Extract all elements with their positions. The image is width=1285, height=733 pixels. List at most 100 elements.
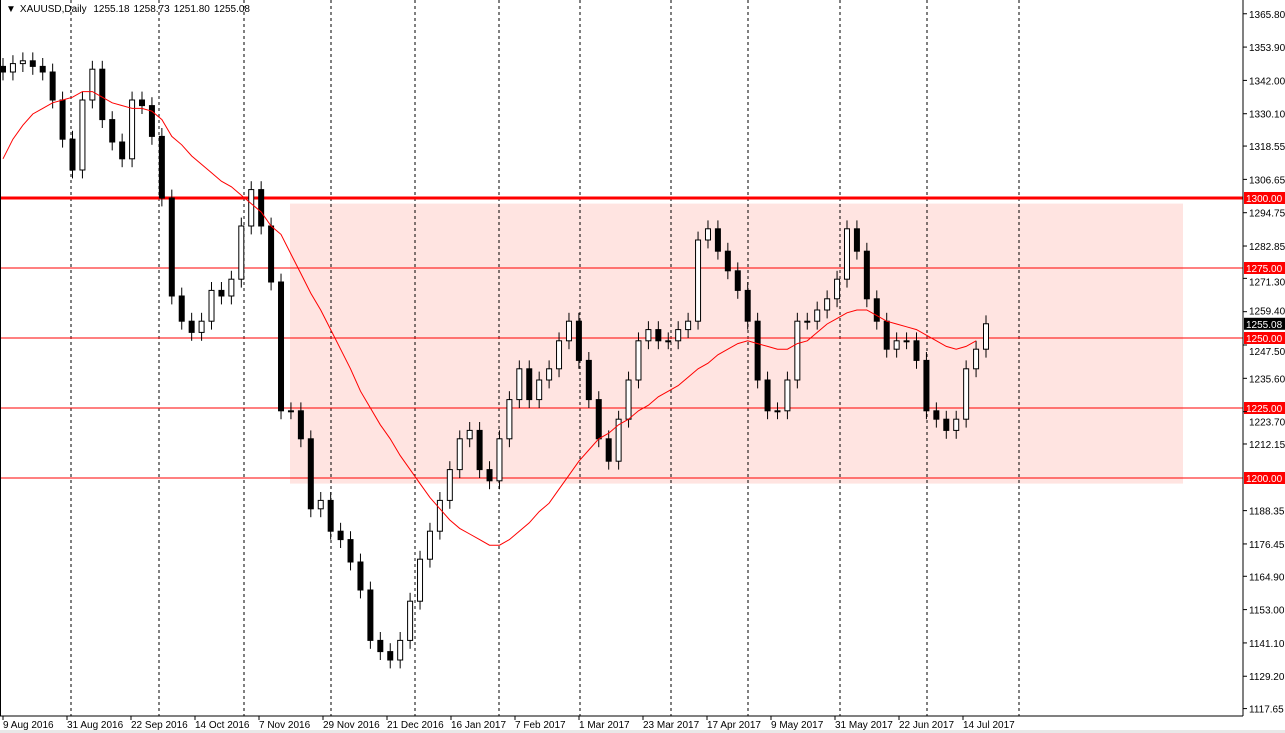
candle-body [377, 639, 384, 653]
candle-body [695, 239, 702, 322]
candle-body [278, 281, 285, 412]
candle-body [565, 320, 572, 342]
candle-body [963, 368, 970, 420]
y-tick-label: 1353.90 [1249, 43, 1285, 54]
level-price-label: 1300.00 [1246, 194, 1283, 205]
candle-body [307, 438, 314, 510]
y-tick-label: 1141.10 [1249, 639, 1285, 650]
candle-body [109, 119, 116, 143]
candle-body [496, 438, 503, 482]
candle-body [258, 189, 265, 227]
candle-body [357, 561, 364, 591]
candle-body [129, 99, 136, 160]
bottom-border [0, 730, 1285, 733]
x-tick-label: 14 Jul 2017 [963, 720, 1015, 731]
candle-body [814, 309, 821, 322]
candle-body [39, 65, 46, 73]
candle-body [923, 359, 930, 412]
candle-body [436, 499, 443, 532]
x-tick-label: 17 Apr 2017 [707, 720, 761, 731]
candle-body [526, 368, 533, 401]
level-price-label: 1275.00 [1246, 264, 1283, 275]
range-zone [290, 203, 1183, 484]
candle-body [29, 60, 36, 67]
y-tick-label: 1306.65 [1249, 175, 1285, 186]
candle-body [853, 228, 860, 252]
x-tick-label: 23 Mar 2017 [643, 720, 700, 731]
y-tick-label: 1153.00 [1249, 606, 1285, 617]
candle-body [635, 340, 642, 381]
candle-body [605, 438, 612, 462]
candle-body [347, 539, 354, 563]
candle-body [317, 499, 324, 510]
candle-body [446, 469, 453, 501]
candle-body [327, 499, 334, 532]
candle-body [69, 138, 76, 171]
y-tick-label: 1117.65 [1249, 705, 1284, 716]
level-price-tag [1244, 402, 1285, 414]
candle-body [973, 348, 980, 370]
candle-body [704, 228, 711, 241]
candle-body [784, 379, 791, 412]
y-tick-label: 1365.80 [1249, 10, 1285, 21]
candle-body [516, 368, 523, 401]
candle-body [99, 68, 106, 121]
x-tick-label: 22 Sep 2016 [131, 720, 188, 731]
chart-header: ▼ XAUUSD,Daily 1255.18 1258.73 1251.80 1255.… [6, 4, 254, 15]
candle-body [724, 250, 731, 272]
candle-body [198, 320, 205, 333]
candle-body [49, 71, 56, 101]
y-tick-label: 1282.85 [1249, 242, 1285, 253]
x-tick-label: 1 Mar 2017 [579, 720, 630, 731]
candle-body [218, 289, 225, 297]
candle-body [486, 469, 493, 482]
candle-body [19, 60, 26, 65]
candle-body [158, 135, 165, 199]
candle-body [556, 340, 563, 370]
candle-body [804, 320, 811, 323]
x-tick-label: 21 Dec 2016 [387, 720, 444, 731]
open-value: 1255.18 [93, 4, 130, 15]
candle-body [883, 320, 890, 350]
candle-body [714, 228, 721, 252]
candle-body [466, 429, 473, 440]
x-tick-label: 31 May 2017 [835, 720, 893, 731]
candle-body [546, 368, 553, 381]
candle-body [655, 329, 662, 342]
candle-body [178, 295, 185, 322]
y-tick-label: 1271.30 [1249, 277, 1285, 288]
candle-body [148, 105, 155, 137]
candle-body [585, 359, 592, 401]
moving-average-line [2, 91, 977, 546]
x-tick-label: 31 Aug 2016 [67, 720, 124, 731]
level-price-tag [1244, 262, 1285, 274]
candle-body [893, 340, 900, 350]
x-tick-label: 7 Feb 2017 [515, 720, 566, 731]
candle-body [764, 379, 771, 412]
close-value: 1255.08 [213, 4, 250, 15]
y-tick-label: 1176.45 [1249, 540, 1285, 551]
x-tick-label: 9 Aug 2016 [3, 720, 54, 731]
level-price-label: 1200.00 [1246, 474, 1283, 485]
candle-body [287, 410, 294, 413]
candle-body [625, 379, 632, 420]
candle-body [943, 418, 950, 431]
candle-body [675, 329, 682, 342]
candle-body [367, 589, 374, 641]
candle-body [9, 63, 16, 73]
triangle-down-icon[interactable]: ▼ [6, 4, 16, 15]
level-price-label: 1225.00 [1246, 404, 1283, 415]
x-tick-label: 14 Oct 2016 [195, 720, 250, 731]
candle-body [834, 278, 841, 300]
candle-body [208, 289, 215, 322]
x-tick-label: 22 Jun 2017 [899, 720, 954, 731]
candle-body [843, 228, 850, 280]
candle-body [476, 429, 483, 471]
candle-body [426, 530, 433, 560]
level-price-tag [1244, 472, 1285, 484]
candle-body [665, 340, 672, 343]
current-price-label: 1255.08 [1246, 320, 1283, 331]
candle-body [903, 340, 910, 343]
level-price-tag [1244, 192, 1285, 204]
